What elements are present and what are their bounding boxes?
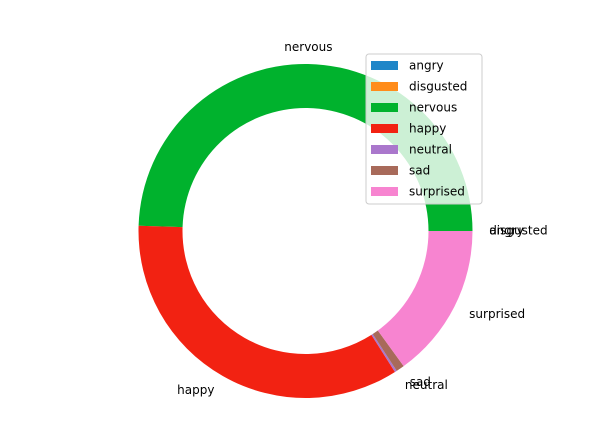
legend-item-surprised: surprised — [371, 185, 465, 199]
legend-item-angry: angry — [371, 59, 444, 73]
legend-swatch-surprised — [371, 187, 398, 196]
legend-label-nervous: nervous — [409, 101, 457, 115]
legend-swatch-sad — [371, 166, 398, 175]
legend-item-nervous: nervous — [371, 101, 457, 115]
slice-label-sad: sad — [410, 375, 431, 389]
slice-surprised — [377, 231, 473, 367]
legend-item-sad: sad — [371, 164, 430, 178]
legend-label-surprised: surprised — [409, 185, 465, 199]
slice-label-disgusted: disgusted — [489, 224, 547, 238]
legend-label-angry: angry — [409, 59, 444, 73]
legend-swatch-disgusted — [371, 82, 398, 91]
legend: angry disgusted nervous happy neutral sad surp… — [365, 53, 483, 205]
legend-label-neutral: neutral — [409, 143, 452, 157]
slice-label-neutral: neutral — [405, 378, 448, 392]
legend-swatch-happy — [371, 124, 398, 133]
slice-label-angry: angry — [489, 224, 524, 238]
slice-label-nervous: nervous — [284, 40, 332, 54]
legend-swatch-neutral — [371, 145, 398, 154]
slice-label-happy: happy — [177, 383, 214, 397]
legend-item-neutral: neutral — [371, 143, 452, 157]
slice-neutral — [371, 334, 397, 373]
slice-happy — [138, 225, 395, 399]
slice-label-surprised: surprised — [469, 307, 525, 321]
slice-sad — [372, 330, 404, 371]
legend-swatch-nervous — [371, 103, 398, 112]
legend-item-disgusted: disgusted — [371, 80, 467, 94]
legend-label-happy: happy — [409, 122, 446, 136]
legend-label-disgusted: disgusted — [409, 80, 467, 94]
legend-swatch-angry — [371, 61, 398, 70]
legend-label-sad: sad — [409, 164, 430, 178]
legend-item-happy: happy — [371, 122, 446, 136]
